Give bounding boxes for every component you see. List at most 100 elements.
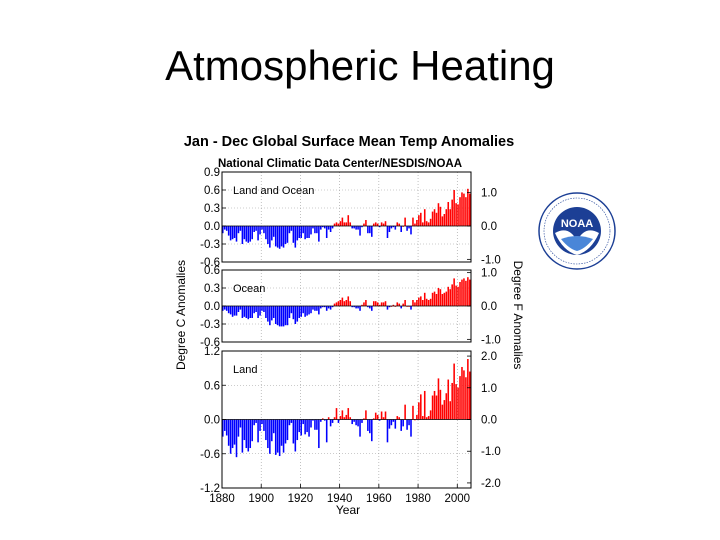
bar [304, 419, 306, 435]
bar [357, 306, 359, 309]
bar [274, 306, 277, 324]
bar [280, 306, 283, 327]
bar [314, 306, 316, 311]
bar [414, 223, 416, 226]
bar [447, 202, 450, 226]
bar [223, 226, 226, 230]
bar [269, 226, 271, 248]
bar [374, 412, 377, 420]
bar [251, 226, 253, 240]
panel-label: Land [233, 364, 257, 376]
bar [427, 222, 430, 226]
bar [418, 402, 420, 420]
bar [223, 306, 226, 310]
bar [335, 302, 338, 306]
bar [314, 419, 316, 430]
bar [290, 226, 293, 231]
bar [376, 302, 379, 306]
bar [414, 302, 416, 306]
right-tick-label: 1.0 [481, 188, 497, 200]
bar [363, 223, 365, 226]
bar [306, 226, 308, 238]
bar [433, 209, 436, 226]
bar [312, 306, 314, 310]
bar [312, 419, 314, 421]
bar [398, 303, 401, 306]
bar [369, 226, 371, 234]
bar [310, 306, 312, 314]
bar [225, 306, 228, 311]
bar [276, 419, 279, 453]
bar [459, 197, 461, 226]
bar [378, 304, 381, 306]
bar [272, 306, 275, 318]
bar [320, 419, 322, 422]
bar [223, 419, 226, 431]
x-tick-label: 1880 [209, 493, 235, 505]
bar [465, 197, 467, 226]
bar [420, 296, 422, 306]
left-tick-label: -0.6 [200, 257, 220, 269]
bar [237, 419, 240, 437]
bar [286, 419, 289, 441]
left-tick-label: 0.6 [204, 185, 220, 197]
bar [300, 226, 302, 238]
left-tick-label: 0.0 [204, 301, 220, 313]
bar [253, 306, 255, 314]
bar [445, 291, 448, 306]
bar [333, 303, 336, 306]
bar [235, 306, 238, 316]
bar [449, 209, 452, 226]
bar [278, 419, 281, 457]
bar [233, 306, 236, 316]
bar [284, 306, 287, 326]
bar [249, 226, 252, 242]
bar [282, 226, 285, 248]
bar [241, 419, 244, 453]
bar [310, 226, 312, 235]
x-axis-label: Year [336, 503, 360, 517]
bar [372, 223, 375, 226]
bar [384, 221, 387, 226]
bar [374, 301, 377, 306]
bar [355, 419, 357, 426]
bar [284, 226, 287, 244]
bar [227, 419, 230, 446]
bar [247, 226, 250, 243]
bar [229, 226, 232, 241]
bar [231, 226, 234, 240]
bar [376, 414, 379, 420]
bar [337, 223, 340, 226]
bar [314, 226, 316, 234]
bar [423, 292, 426, 306]
bar [337, 419, 340, 423]
bar [333, 417, 336, 420]
noaa-logo-text: NOAA [561, 218, 593, 230]
x-tick-label: 1980 [405, 493, 431, 505]
bar [394, 419, 397, 429]
bar [331, 306, 334, 308]
bar [461, 192, 463, 226]
bar [406, 226, 408, 231]
bar [327, 417, 330, 420]
bar [402, 303, 404, 306]
bar [369, 306, 371, 309]
bar [255, 419, 257, 423]
bar [267, 226, 269, 244]
bar [353, 226, 355, 229]
bar [435, 294, 438, 306]
bar [365, 410, 367, 420]
bar [378, 226, 381, 228]
bar [294, 226, 297, 248]
bar [347, 408, 350, 420]
bar [337, 301, 340, 306]
bar [404, 300, 406, 306]
bar [410, 306, 412, 310]
bar [367, 226, 369, 234]
x-tick-label: 1940 [327, 493, 353, 505]
bar [306, 419, 308, 433]
bar [345, 414, 348, 420]
bar [386, 226, 389, 238]
bar [351, 226, 353, 229]
